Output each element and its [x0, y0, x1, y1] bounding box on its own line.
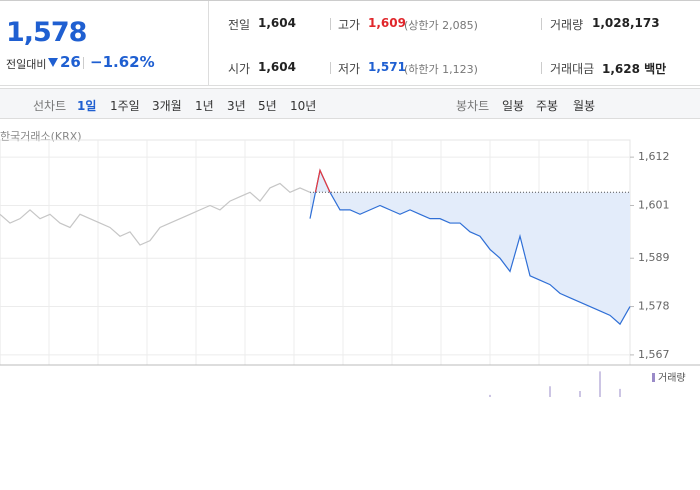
stat-label: 전일	[228, 18, 251, 32]
chart-tabs: 선차트 1일 1주일 3개월 1년 3년 5년 10년 봉차트 일봉 주봉 월봉	[0, 88, 700, 119]
tab[interactable]: 월봉	[573, 99, 596, 113]
tab: 선차트	[33, 99, 67, 113]
area	[310, 170, 630, 325]
stat-value: 1,604	[258, 16, 296, 30]
tab[interactable]: 5년	[258, 99, 277, 113]
stat-note: (상한가 2,085)	[404, 19, 478, 32]
quote-panel: 1,578 전일대비 26 −1.62% 전일 1,604 고가 1,609 (…	[0, 0, 700, 86]
tab[interactable]: 3년	[227, 99, 246, 113]
chart-subtitle: 한국거래소(KRX)	[0, 130, 82, 143]
stat-label: 저가	[338, 62, 361, 76]
stat-label: 거래량	[550, 18, 584, 32]
stat-value: 1,604	[258, 60, 296, 74]
price: 1,578	[6, 17, 87, 48]
line	[309, 168, 631, 326]
y-tick-label: 1,578	[638, 300, 670, 313]
change-label: 전일대비	[6, 58, 47, 71]
legend-swatch	[652, 373, 655, 382]
change-pct: −1.62%	[90, 53, 155, 71]
stat-value: 1,628 백만	[602, 62, 667, 76]
chart: 한국거래소(KRX) 1,567 1,578 1,589 1,601 1,612 거래량	[0, 130, 700, 397]
y-tick-label: 1,612	[638, 150, 670, 163]
tab: 봉차트	[456, 99, 490, 113]
y-tick-label: 1,567	[638, 348, 670, 361]
legend-label: 거래량	[658, 372, 686, 384]
tab[interactable]: 1주일	[110, 99, 140, 113]
y-tick-label: 1,589	[638, 251, 670, 264]
tab[interactable]: 3개월	[152, 99, 182, 113]
stat-label: 거래대금	[550, 62, 595, 76]
tab[interactable]: 1일	[77, 99, 97, 113]
stat-value: 1,028,173	[592, 16, 660, 30]
change: 26	[60, 53, 81, 71]
y-tick-label: 1,601	[638, 198, 670, 211]
stat-label: 고가	[338, 18, 361, 32]
tab[interactable]: 일봉	[502, 99, 525, 113]
tab[interactable]: 주봉	[536, 99, 559, 113]
stat-note: (하한가 1,123)	[404, 63, 478, 76]
price-box: 1,578 전일대비 26 −1.62%	[0, 1, 209, 86]
stat-value: 1,609	[368, 16, 406, 30]
line	[0, 182, 311, 246]
stat-label: 시가	[228, 62, 251, 76]
stat-value: 1,571	[368, 60, 406, 74]
tab[interactable]: 1년	[195, 99, 214, 113]
down-arrow	[48, 58, 58, 67]
tab[interactable]: 10년	[290, 99, 317, 113]
